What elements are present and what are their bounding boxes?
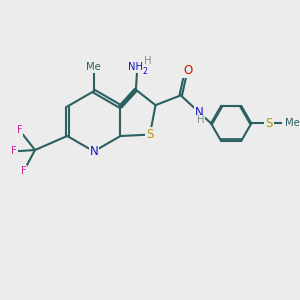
Text: Me: Me [86,62,101,72]
Text: N: N [89,145,98,158]
Text: Me: Me [285,118,300,128]
Text: S: S [146,128,154,141]
Text: F: F [17,125,22,135]
Text: NH: NH [128,62,143,72]
Text: F: F [11,146,17,156]
Text: F: F [21,166,27,176]
Text: O: O [183,64,192,76]
Text: S: S [265,117,273,130]
Text: 2: 2 [142,67,148,76]
Text: H: H [144,56,152,66]
Text: H: H [196,115,204,125]
Text: N: N [195,106,203,119]
